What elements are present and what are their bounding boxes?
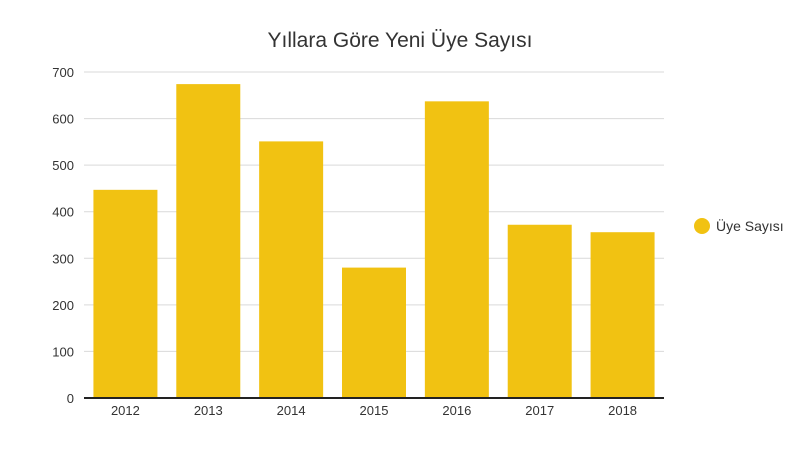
- bars: [93, 84, 655, 399]
- x-tick-label: 2016: [442, 403, 471, 418]
- y-tick-label: 700: [52, 65, 74, 80]
- legend-label: Üye Sayısı: [716, 217, 784, 234]
- y-tick-label: 600: [52, 112, 74, 127]
- chart-title: Yıllara Göre Yeni Üye Sayısı: [268, 29, 533, 52]
- x-tick-label: 2014: [277, 403, 306, 418]
- bar-2013[interactable]: [176, 84, 241, 398]
- x-tick-label: 2013: [194, 403, 223, 418]
- x-tick-label: 2017: [525, 403, 554, 418]
- y-axis-ticks: 0 100 200 300 400 500 600 700: [52, 65, 74, 406]
- legend-marker-icon: [694, 218, 710, 234]
- x-tick-label: 2018: [608, 403, 637, 418]
- y-tick-label: 100: [52, 344, 74, 359]
- x-tick-label: 2012: [111, 403, 140, 418]
- y-tick-label: 400: [52, 205, 74, 220]
- x-axis-ticks: 2012 2013 2014 2015 2016 2017 2018: [111, 403, 637, 418]
- bar-2016[interactable]: [424, 101, 489, 398]
- bar-2017[interactable]: [507, 224, 572, 398]
- bar-2018[interactable]: [590, 232, 655, 398]
- y-tick-label: 0: [67, 391, 74, 406]
- y-tick-label: 500: [52, 158, 74, 173]
- x-tick-label: 2015: [360, 403, 389, 418]
- y-tick-label: 200: [52, 298, 74, 313]
- bar-2014[interactable]: [259, 141, 324, 399]
- y-tick-label: 300: [52, 251, 74, 266]
- legend[interactable]: Üye Sayısı: [694, 217, 784, 234]
- bar-2012[interactable]: [93, 189, 158, 398]
- bar-2015[interactable]: [342, 267, 406, 398]
